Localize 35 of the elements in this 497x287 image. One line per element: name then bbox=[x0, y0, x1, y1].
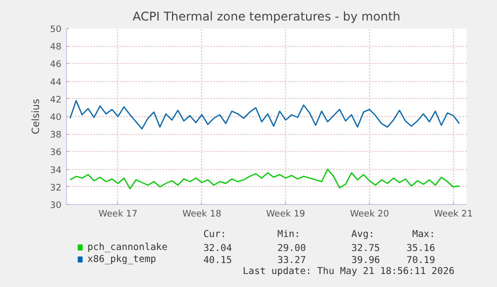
text: 32.75 bbox=[351, 243, 380, 254]
text: Max: bbox=[412, 229, 436, 240]
text: 29.00 bbox=[277, 243, 306, 254]
text: Avg: bbox=[351, 229, 374, 240]
y-tick-label: 38 bbox=[50, 130, 62, 141]
y-tick-label: 46 bbox=[50, 60, 62, 70]
x-tick-label: Week 17 bbox=[98, 210, 138, 220]
y-tick-label: 32 bbox=[50, 183, 62, 194]
text: 33.27 bbox=[277, 255, 306, 266]
legend-label: x86_pkg_temp bbox=[87, 254, 156, 265]
text: 35.16 bbox=[406, 243, 436, 254]
x-tick-label: Week 21 bbox=[434, 210, 473, 220]
text: 32.04 bbox=[203, 243, 232, 254]
y-tick-label: 40 bbox=[50, 113, 62, 123]
y-tick-label: 34 bbox=[50, 166, 62, 176]
y-tick-label: 36 bbox=[50, 148, 62, 158]
x-tick-label: Week 20 bbox=[350, 210, 390, 220]
y-axis-title: Celsius bbox=[31, 98, 42, 134]
y-tick-label: 42 bbox=[50, 95, 62, 106]
line-series bbox=[69, 100, 460, 130]
legend-label: pch_cannonlake bbox=[87, 242, 168, 253]
x-tick-label: Week 18 bbox=[182, 210, 222, 220]
y-tick-label: 50 bbox=[50, 25, 62, 35]
x-tick-label: Week 19 bbox=[266, 210, 306, 220]
text: 40.15 bbox=[203, 255, 232, 266]
y-tick-label: 44 bbox=[50, 78, 62, 88]
text: Last update: Thu May 21 18:56:11 2026 bbox=[242, 266, 455, 277]
chart-title: ACPI Thermal zone temperatures - by month bbox=[132, 10, 400, 24]
y-tick-label: 48 bbox=[50, 42, 62, 53]
text: 70.19 bbox=[406, 255, 436, 266]
y-tick-label: 30 bbox=[50, 201, 62, 211]
text: 39.96 bbox=[351, 255, 380, 266]
text: Min: bbox=[277, 229, 300, 240]
line-series bbox=[69, 168, 460, 190]
text: Cur: bbox=[203, 229, 226, 240]
